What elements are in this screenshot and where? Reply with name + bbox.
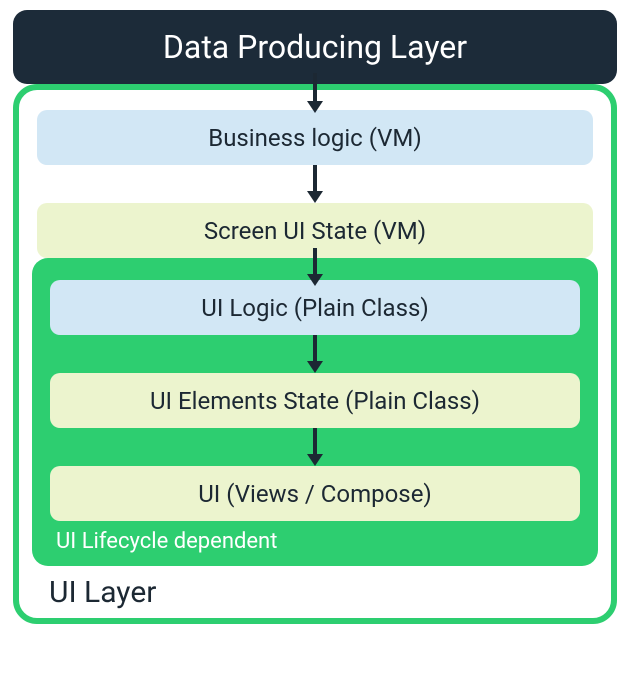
ui-views-label: UI (Views / Compose) [198, 480, 432, 508]
arrow-down-icon [305, 73, 325, 113]
ui-layer-container: Business logic (VM) Screen UI State (VM)… [13, 84, 617, 624]
arrow-2-wrap [37, 165, 593, 203]
data-producing-layer-label: Data Producing Layer [163, 28, 467, 66]
ui-elements-state-label: UI Elements State (Plain Class) [150, 387, 480, 415]
arrow-down-icon [305, 428, 325, 466]
business-logic-label: Business logic (VM) [208, 124, 422, 152]
ui-views-box: UI (Views / Compose) [50, 466, 580, 521]
ui-elements-state-box: UI Elements State (Plain Class) [50, 373, 580, 428]
ui-logic-label: UI Logic (Plain Class) [201, 294, 428, 322]
ui-logic-box: UI Logic (Plain Class) [50, 280, 580, 335]
business-logic-box: Business logic (VM) [37, 110, 593, 165]
arrow-5-wrap [50, 428, 580, 466]
arrow-down-icon [305, 165, 325, 203]
arrow-down-icon [305, 335, 325, 373]
arrow-down-icon [305, 248, 325, 286]
ui-layer-label: UI Layer [49, 575, 156, 610]
ui-lifecycle-container: UI Logic (Plain Class) UI Elements State… [32, 258, 598, 566]
screen-ui-state-label: Screen UI State (VM) [204, 217, 426, 245]
arrow-4-wrap [50, 335, 580, 373]
arrow-1-wrap [10, 84, 620, 102]
arrow-3-wrap [37, 258, 593, 276]
ui-lifecycle-label: UI Lifecycle dependent [50, 521, 580, 554]
